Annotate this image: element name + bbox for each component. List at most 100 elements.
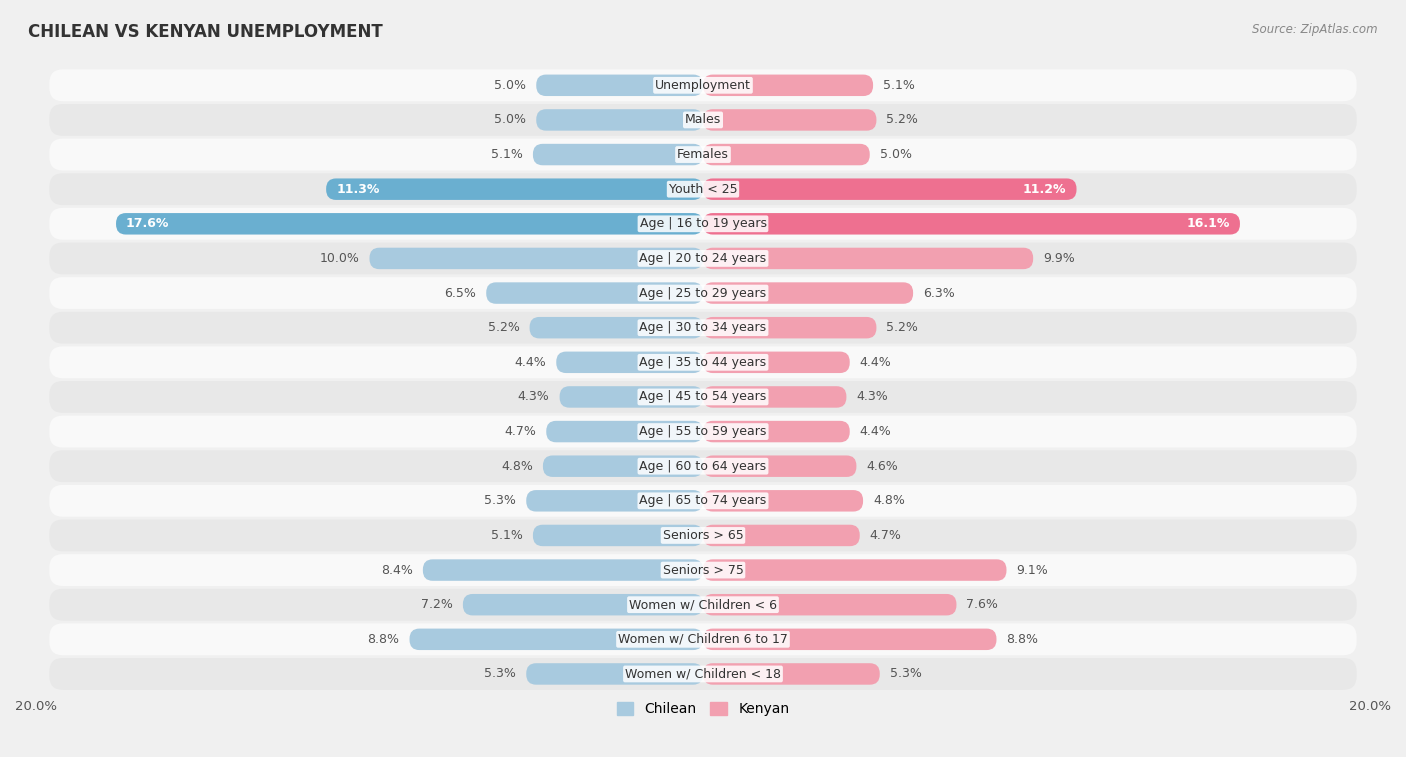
FancyBboxPatch shape xyxy=(530,317,703,338)
FancyBboxPatch shape xyxy=(703,144,870,165)
Text: 5.2%: 5.2% xyxy=(886,114,918,126)
Text: Age | 45 to 54 years: Age | 45 to 54 years xyxy=(640,391,766,403)
Text: Women w/ Children 6 to 17: Women w/ Children 6 to 17 xyxy=(619,633,787,646)
Text: 8.8%: 8.8% xyxy=(1007,633,1039,646)
FancyBboxPatch shape xyxy=(703,628,997,650)
FancyBboxPatch shape xyxy=(703,109,876,131)
Text: 4.3%: 4.3% xyxy=(517,391,550,403)
Text: 8.8%: 8.8% xyxy=(367,633,399,646)
Text: Age | 60 to 64 years: Age | 60 to 64 years xyxy=(640,459,766,472)
Text: 5.3%: 5.3% xyxy=(484,494,516,507)
FancyBboxPatch shape xyxy=(49,519,1357,551)
FancyBboxPatch shape xyxy=(49,416,1357,447)
Text: Seniors > 65: Seniors > 65 xyxy=(662,529,744,542)
FancyBboxPatch shape xyxy=(49,450,1357,482)
Text: 10.0%: 10.0% xyxy=(319,252,360,265)
FancyBboxPatch shape xyxy=(703,386,846,408)
Text: Unemployment: Unemployment xyxy=(655,79,751,92)
FancyBboxPatch shape xyxy=(49,173,1357,205)
FancyBboxPatch shape xyxy=(49,242,1357,274)
FancyBboxPatch shape xyxy=(703,663,880,684)
FancyBboxPatch shape xyxy=(533,144,703,165)
FancyBboxPatch shape xyxy=(49,589,1357,621)
Text: Age | 16 to 19 years: Age | 16 to 19 years xyxy=(640,217,766,230)
Text: 5.0%: 5.0% xyxy=(495,79,526,92)
Text: 5.1%: 5.1% xyxy=(491,148,523,161)
Text: 5.3%: 5.3% xyxy=(890,668,922,681)
Text: 5.2%: 5.2% xyxy=(488,321,520,334)
FancyBboxPatch shape xyxy=(703,421,849,442)
Text: 4.7%: 4.7% xyxy=(505,425,536,438)
FancyBboxPatch shape xyxy=(536,109,703,131)
Text: 5.3%: 5.3% xyxy=(484,668,516,681)
FancyBboxPatch shape xyxy=(703,351,849,373)
FancyBboxPatch shape xyxy=(543,456,703,477)
Text: 4.3%: 4.3% xyxy=(856,391,889,403)
FancyBboxPatch shape xyxy=(49,139,1357,170)
Text: 4.4%: 4.4% xyxy=(515,356,547,369)
FancyBboxPatch shape xyxy=(703,282,912,304)
Text: 5.0%: 5.0% xyxy=(880,148,911,161)
FancyBboxPatch shape xyxy=(526,663,703,684)
FancyBboxPatch shape xyxy=(49,624,1357,656)
Text: 4.4%: 4.4% xyxy=(859,425,891,438)
Text: 9.1%: 9.1% xyxy=(1017,563,1049,577)
FancyBboxPatch shape xyxy=(703,179,1077,200)
Text: Age | 25 to 29 years: Age | 25 to 29 years xyxy=(640,287,766,300)
FancyBboxPatch shape xyxy=(703,594,956,615)
FancyBboxPatch shape xyxy=(703,456,856,477)
FancyBboxPatch shape xyxy=(703,248,1033,269)
Text: 7.2%: 7.2% xyxy=(420,598,453,611)
Legend: Chilean, Kenyan: Chilean, Kenyan xyxy=(612,696,794,721)
FancyBboxPatch shape xyxy=(463,594,703,615)
Text: 4.8%: 4.8% xyxy=(873,494,905,507)
FancyBboxPatch shape xyxy=(49,658,1357,690)
FancyBboxPatch shape xyxy=(533,525,703,547)
Text: 5.1%: 5.1% xyxy=(883,79,915,92)
Text: 7.6%: 7.6% xyxy=(966,598,998,611)
FancyBboxPatch shape xyxy=(703,559,1007,581)
FancyBboxPatch shape xyxy=(547,421,703,442)
FancyBboxPatch shape xyxy=(49,554,1357,586)
Text: CHILEAN VS KENYAN UNEMPLOYMENT: CHILEAN VS KENYAN UNEMPLOYMENT xyxy=(28,23,382,41)
Text: 5.2%: 5.2% xyxy=(886,321,918,334)
Text: Youth < 25: Youth < 25 xyxy=(669,182,737,195)
FancyBboxPatch shape xyxy=(703,317,876,338)
Text: 6.3%: 6.3% xyxy=(924,287,955,300)
Text: 16.1%: 16.1% xyxy=(1187,217,1230,230)
Text: 5.1%: 5.1% xyxy=(491,529,523,542)
FancyBboxPatch shape xyxy=(557,351,703,373)
Text: 4.7%: 4.7% xyxy=(870,529,901,542)
Text: Age | 35 to 44 years: Age | 35 to 44 years xyxy=(640,356,766,369)
FancyBboxPatch shape xyxy=(703,213,1240,235)
FancyBboxPatch shape xyxy=(526,490,703,512)
FancyBboxPatch shape xyxy=(536,75,703,96)
Text: Women w/ Children < 6: Women w/ Children < 6 xyxy=(628,598,778,611)
Text: Age | 65 to 74 years: Age | 65 to 74 years xyxy=(640,494,766,507)
FancyBboxPatch shape xyxy=(326,179,703,200)
FancyBboxPatch shape xyxy=(560,386,703,408)
FancyBboxPatch shape xyxy=(49,312,1357,344)
FancyBboxPatch shape xyxy=(49,208,1357,240)
FancyBboxPatch shape xyxy=(703,525,859,547)
Text: 17.6%: 17.6% xyxy=(127,217,169,230)
Text: 11.2%: 11.2% xyxy=(1024,182,1067,195)
FancyBboxPatch shape xyxy=(486,282,703,304)
FancyBboxPatch shape xyxy=(423,559,703,581)
FancyBboxPatch shape xyxy=(409,628,703,650)
Text: Age | 30 to 34 years: Age | 30 to 34 years xyxy=(640,321,766,334)
Text: Seniors > 75: Seniors > 75 xyxy=(662,563,744,577)
Text: 4.6%: 4.6% xyxy=(866,459,898,472)
Text: 4.8%: 4.8% xyxy=(501,459,533,472)
FancyBboxPatch shape xyxy=(370,248,703,269)
FancyBboxPatch shape xyxy=(49,277,1357,309)
Text: Women w/ Children < 18: Women w/ Children < 18 xyxy=(626,668,780,681)
Text: 9.9%: 9.9% xyxy=(1043,252,1076,265)
FancyBboxPatch shape xyxy=(49,381,1357,413)
Text: 8.4%: 8.4% xyxy=(381,563,413,577)
FancyBboxPatch shape xyxy=(49,70,1357,101)
Text: 6.5%: 6.5% xyxy=(444,287,477,300)
FancyBboxPatch shape xyxy=(703,75,873,96)
Text: Males: Males xyxy=(685,114,721,126)
Text: 4.4%: 4.4% xyxy=(859,356,891,369)
